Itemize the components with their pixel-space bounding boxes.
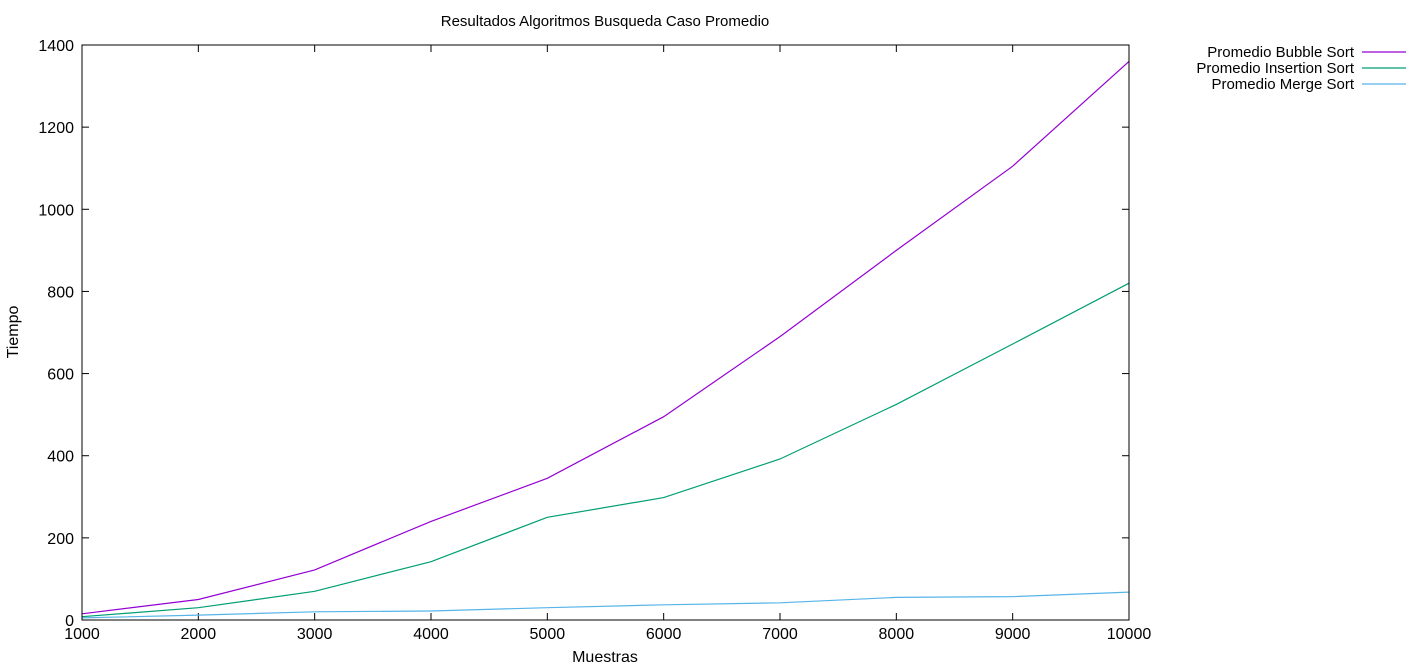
series-lines (81, 60, 1130, 619)
y-tick-label: 1400 (38, 38, 74, 55)
legend-label: Promedio Merge Sort (1211, 76, 1354, 93)
legend-label: Promedio Insertion Sort (1196, 60, 1354, 77)
x-tick-label: 8000 (879, 626, 915, 643)
x-tick-label: 9000 (995, 626, 1031, 643)
x-tick-label: 4000 (413, 626, 449, 643)
plot-frame (81, 44, 1130, 621)
axis-ticks: 1000 2000 3000 4000 5000 6000 7000 8000 9000 1000… (38, 38, 1151, 643)
x-tick-label: 10000 (1107, 626, 1152, 643)
x-tick-label: 7000 (762, 626, 798, 643)
x-tick-label: 6000 (646, 626, 682, 643)
x-axis-label: Muestras (572, 649, 638, 666)
y-tick-label: 1200 (38, 120, 74, 137)
y-tick-label: 800 (47, 284, 74, 301)
legend-label: Promedio Bubble Sort (1207, 44, 1355, 61)
x-tick-label: 2000 (181, 626, 217, 643)
y-tick-label: 400 (47, 449, 74, 466)
series-line-1 (81, 282, 1130, 618)
x-tick-label: 1000 (64, 626, 100, 643)
chart-title: Resultados Algoritmos Busqueda Caso Prom… (441, 13, 770, 30)
y-tick-label: 200 (47, 531, 74, 548)
series-line-0 (81, 60, 1130, 615)
x-tick-label: 5000 (530, 626, 566, 643)
x-tick-label: 3000 (297, 626, 333, 643)
y-tick-label: 1000 (38, 202, 74, 219)
y-axis-label: Tiempo (5, 306, 22, 359)
y-tick-label: 0 (65, 613, 74, 630)
y-tick-label: 600 (47, 367, 74, 384)
series-line-2 (81, 591, 1130, 619)
